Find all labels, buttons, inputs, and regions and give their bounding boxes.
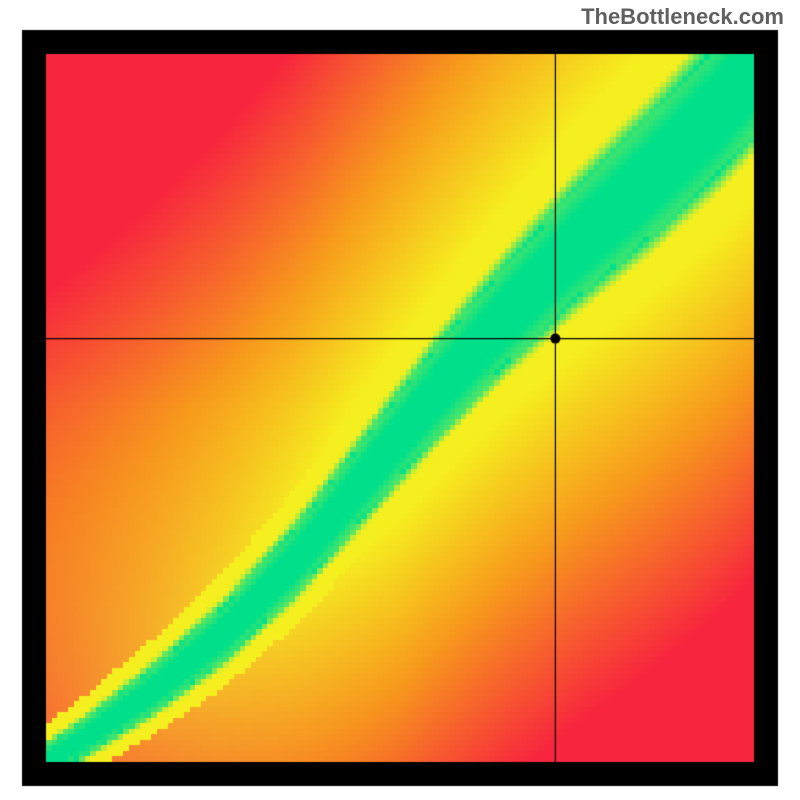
heatmap-canvas xyxy=(0,0,800,800)
chart-container: TheBottleneck.com xyxy=(0,0,800,800)
watermark-text: TheBottleneck.com xyxy=(581,4,784,30)
